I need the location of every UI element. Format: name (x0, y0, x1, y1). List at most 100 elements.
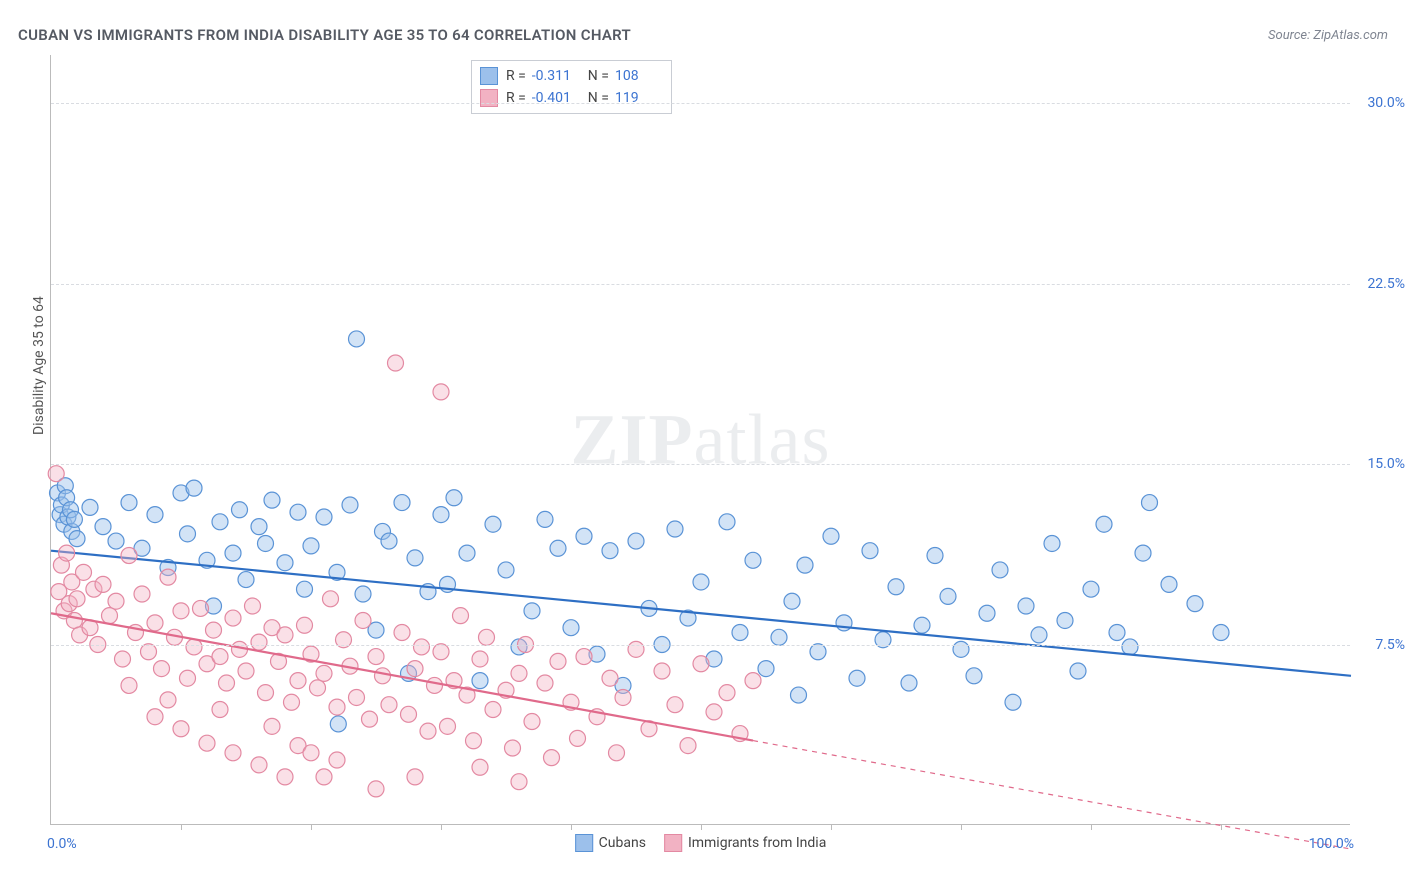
scatter-point (238, 572, 254, 588)
scatter-point (95, 519, 111, 535)
scatter-point (329, 752, 345, 768)
scatter-point (609, 745, 625, 761)
y-axis-label: Disability Age 35 to 64 (31, 296, 47, 435)
scatter-point (1070, 663, 1086, 679)
scatter-point (550, 653, 566, 669)
legend-label: Immigrants from India (688, 835, 826, 851)
scatter-point (1018, 598, 1034, 614)
scatter-point (206, 622, 222, 638)
scatter-point (330, 716, 346, 732)
scatter-point (1083, 581, 1099, 597)
x-tick (441, 824, 442, 830)
scatter-point (212, 649, 228, 665)
scatter-point (745, 673, 761, 689)
scatter-point (82, 499, 98, 515)
x-tick (961, 824, 962, 830)
legend-label: Cubans (599, 835, 646, 851)
scatter-point (277, 627, 293, 643)
scatter-point (264, 718, 280, 734)
scatter-point (225, 610, 241, 626)
scatter-point (459, 545, 475, 561)
scatter-point (349, 689, 365, 705)
scatter-point (407, 769, 423, 785)
gridline (51, 464, 1350, 465)
scatter-point (69, 591, 85, 607)
scatter-point (121, 548, 137, 564)
trend-line-extrapolated (753, 741, 1351, 849)
x-tick (831, 824, 832, 830)
scatter-point (212, 702, 228, 718)
scatter-point (602, 670, 618, 686)
scatter-point (173, 721, 189, 737)
scatter-point (362, 711, 378, 727)
scatter-point (407, 661, 423, 677)
scatter-point (303, 745, 319, 761)
scatter-point (784, 593, 800, 609)
scatter-point (849, 670, 865, 686)
scatter-point (225, 545, 241, 561)
scatter-point (381, 533, 397, 549)
scatter-point (66, 612, 82, 628)
gridline (51, 103, 1350, 104)
y-tick-label: 22.5% (1355, 276, 1405, 292)
scatter-point (219, 675, 235, 691)
x-tick (311, 824, 312, 830)
scatter-point (141, 644, 157, 660)
scatter-point (888, 579, 904, 595)
scatter-point (186, 480, 202, 496)
scatter-point (193, 600, 209, 616)
scatter-point (927, 548, 943, 564)
series-legend: Cubans Immigrants from India (575, 834, 827, 852)
scatter-point (147, 709, 163, 725)
scatter-point (154, 661, 170, 677)
legend-item: Cubans (575, 834, 646, 852)
scatter-point (414, 639, 430, 655)
scatter-point (349, 331, 365, 347)
scatter-point (453, 608, 469, 624)
scatter-point (381, 697, 397, 713)
chart-plot-area: Disability Age 35 to 64 ZIPatlas R =-0.3… (50, 55, 1350, 825)
scatter-point (108, 533, 124, 549)
x-tick (181, 824, 182, 830)
scatter-point (862, 543, 878, 559)
scatter-point (388, 355, 404, 371)
x-axis-min-label: 0.0% (47, 836, 77, 852)
scatter-point (316, 509, 332, 525)
scatter-point (472, 759, 488, 775)
scatter-point (446, 490, 462, 506)
scatter-point (251, 757, 267, 773)
scatter-point (745, 552, 761, 568)
scatter-point (628, 533, 644, 549)
scatter-point (238, 663, 254, 679)
scatter-point (544, 750, 560, 766)
scatter-point (401, 706, 417, 722)
scatter-point (615, 689, 631, 705)
x-tick (571, 824, 572, 830)
legend-item: Immigrants from India (664, 834, 826, 852)
scatter-point (180, 526, 196, 542)
scatter-point (485, 702, 501, 718)
scatter-point (758, 661, 774, 677)
scatter-point (570, 730, 586, 746)
scatter-point (1096, 516, 1112, 532)
scatter-point (576, 528, 592, 544)
scatter-point (602, 543, 618, 559)
scatter-point (1031, 627, 1047, 643)
x-tick (701, 824, 702, 830)
scatter-point (823, 528, 839, 544)
scatter-point (180, 670, 196, 686)
scatter-point (102, 608, 118, 624)
scatter-point (433, 384, 449, 400)
scatter-point (505, 740, 521, 756)
scatter-point (258, 535, 274, 551)
scatter-point (427, 677, 443, 693)
scatter-point (680, 738, 696, 754)
scatter-point (329, 699, 345, 715)
scatter-point (232, 502, 248, 518)
scatter-point (212, 514, 228, 530)
scatter-point (375, 668, 391, 684)
legend-swatch (480, 89, 498, 107)
scatter-point (537, 675, 553, 691)
scatter-point (290, 673, 306, 689)
scatter-point (69, 531, 85, 547)
